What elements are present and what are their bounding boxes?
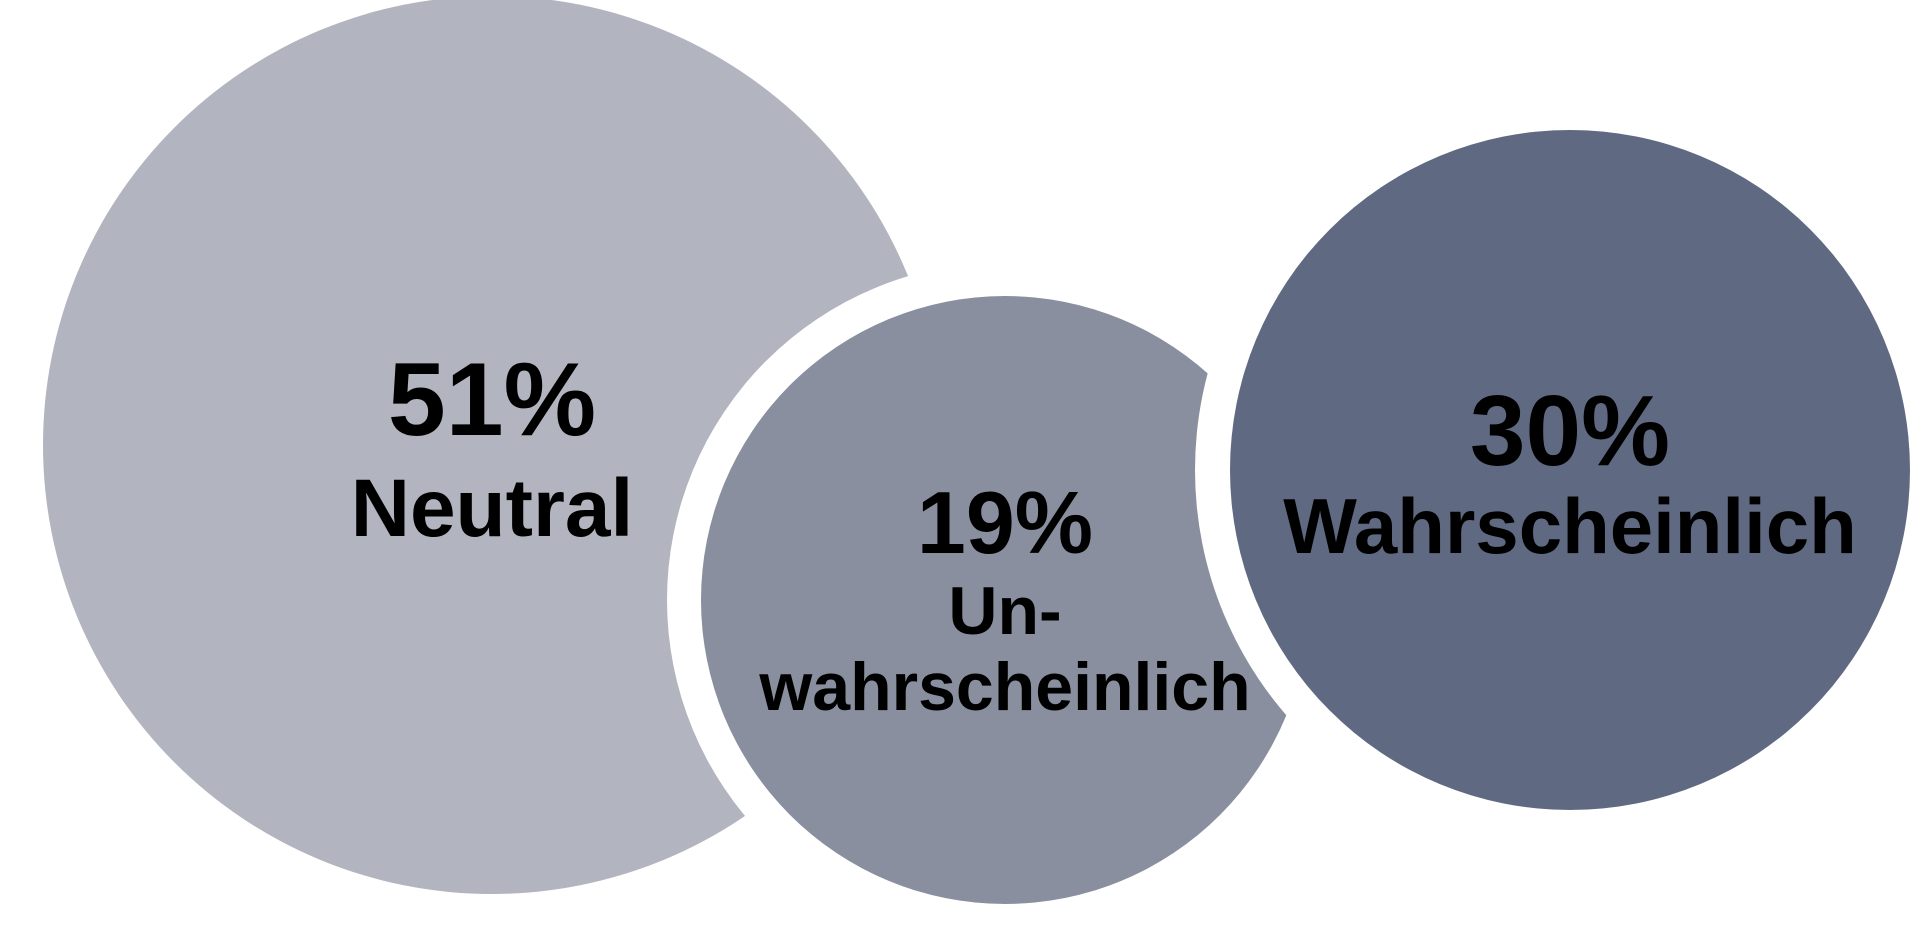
category-label-unwahrscheinlich-line2: wahrscheinlich [758, 649, 1250, 725]
category-label-wahrscheinlich: Wahrscheinlich [1283, 482, 1857, 570]
category-label-neutral: Neutral [351, 463, 634, 554]
value-label-neutral: 51% [388, 342, 596, 458]
value-label-unwahrscheinlich: 19% [917, 473, 1093, 572]
category-label-unwahrscheinlich-line1: Un- [948, 573, 1061, 649]
value-label-wahrscheinlich: 30% [1470, 375, 1670, 487]
bubble-wahrscheinlich [1230, 130, 1910, 810]
bubble-unwahrscheinlich [701, 296, 1309, 904]
